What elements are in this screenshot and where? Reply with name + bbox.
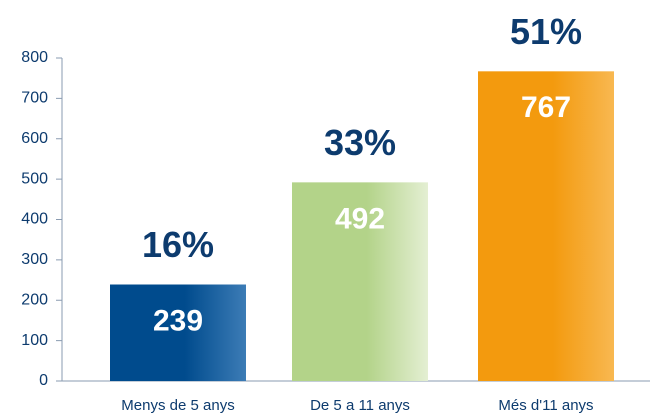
bar (110, 284, 246, 381)
share-label: 16% (142, 224, 214, 265)
y-tick-label: 300 (21, 251, 48, 268)
y-tick-label: 0 (39, 372, 48, 389)
y-tick-label: 100 (21, 332, 48, 349)
y-tick-label: 700 (21, 90, 48, 107)
value-label: 492 (335, 202, 385, 235)
share-label: 51% (510, 11, 582, 52)
x-tick-label: De 5 a 11 anys (310, 397, 410, 414)
bar (478, 71, 614, 381)
y-tick-label: 800 (21, 49, 48, 66)
value-label: 239 (153, 304, 203, 337)
x-tick-label: Menys de 5 anys (121, 397, 234, 414)
y-tick-label: 400 (21, 211, 48, 228)
y-tick-label: 200 (21, 291, 48, 308)
y-tick-label: 500 (21, 170, 48, 187)
y-tick-label: 600 (21, 130, 48, 147)
x-tick-label: Més d'11 anys (498, 397, 593, 414)
value-label: 767 (521, 91, 571, 124)
bar (292, 182, 428, 381)
share-label: 33% (324, 122, 396, 163)
